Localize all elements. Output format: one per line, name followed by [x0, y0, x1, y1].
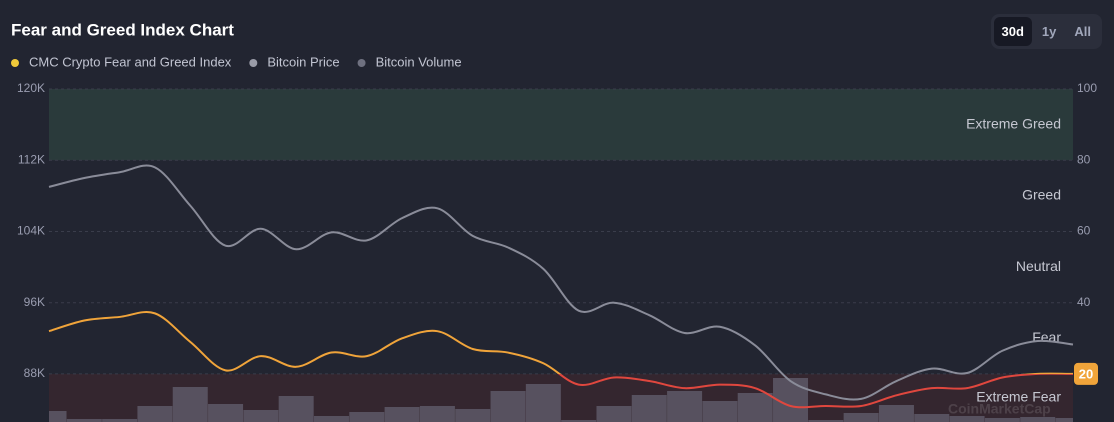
y-tick-label: 120K [17, 81, 45, 95]
volume-bar [702, 401, 738, 422]
volume-bar [878, 405, 914, 422]
y2-tick-label: 100 [1077, 81, 1097, 95]
range-button[interactable]: All [1074, 24, 1091, 39]
y-tick-label: 112K [18, 152, 45, 166]
volume-bar [137, 406, 173, 422]
volume-bar [1055, 418, 1073, 422]
legend-label: Bitcoin Volume [376, 54, 462, 69]
volume-bar [984, 418, 1020, 422]
volume-bar [1020, 417, 1056, 422]
volume-bar [384, 407, 420, 422]
volume-bar [561, 420, 597, 422]
legend-marker [357, 59, 366, 67]
series-line [48, 164, 1074, 401]
volume-bar [808, 420, 844, 422]
volume-bar [914, 414, 950, 422]
volume-bar [172, 387, 208, 422]
legend-marker [11, 59, 19, 67]
y2-tick-label: 80 [1077, 152, 1091, 166]
series-line [48, 311, 1074, 409]
volume-bar [596, 406, 632, 422]
value-badge-label: 20 [1079, 366, 1093, 381]
range-button[interactable]: 30d [993, 17, 1032, 46]
value-badge [1074, 362, 1098, 385]
volume-bars [49, 378, 1073, 422]
volume-bar [949, 416, 985, 422]
volume-bar [455, 409, 491, 422]
volume-bar [66, 419, 102, 422]
y-tick-label: 104K [17, 224, 45, 238]
volume-bar [843, 413, 879, 422]
volume-bar [208, 404, 244, 422]
legend-marker [249, 59, 258, 67]
watermark: CoinMarketCap [948, 401, 1051, 417]
volume-bar [667, 391, 703, 422]
volume-bar [102, 419, 138, 422]
y-tick-label: 88K [24, 366, 45, 380]
volume-bar [631, 395, 667, 422]
zone-label: Extreme Greed [966, 115, 1061, 131]
zone-band [49, 89, 1073, 161]
volume-bar [737, 393, 773, 422]
legend-label: Bitcoin Price [267, 54, 339, 69]
zone-label: Extreme Fear [976, 389, 1061, 405]
legend-label: CMC Crypto Fear and Greed Index [29, 54, 232, 69]
zone-label: Greed [1022, 187, 1061, 203]
volume-bar [525, 384, 561, 422]
range-selector: 30d 1y All [990, 14, 1102, 49]
zone-label: Neutral [1016, 258, 1061, 274]
volume-bar [278, 396, 314, 422]
y-tick-label: 96K [24, 295, 45, 309]
y2-tick-label: 60 [1077, 224, 1091, 238]
range-button[interactable]: 1y [1041, 24, 1057, 39]
volume-bar [490, 391, 526, 422]
volume-bar [49, 411, 67, 422]
volume-bar [313, 416, 349, 422]
volume-bar [349, 412, 385, 422]
chart-title: Fear and Greed Index Chart [11, 20, 234, 39]
y2-tick-label: 40 [1077, 295, 1091, 309]
volume-bar [419, 406, 455, 422]
volume-bar [243, 410, 279, 422]
